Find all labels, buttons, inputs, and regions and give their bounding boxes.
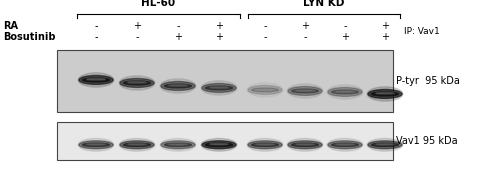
- Ellipse shape: [252, 143, 278, 147]
- Text: +: +: [301, 21, 309, 31]
- Text: IP: Vav1: IP: Vav1: [404, 27, 440, 36]
- Ellipse shape: [328, 141, 362, 149]
- Ellipse shape: [376, 92, 394, 94]
- Text: Bosutinib: Bosutinib: [3, 32, 56, 42]
- Ellipse shape: [168, 84, 188, 86]
- Ellipse shape: [372, 92, 398, 96]
- Text: +: +: [381, 32, 389, 42]
- Text: -: -: [176, 21, 180, 31]
- Ellipse shape: [202, 83, 236, 92]
- Ellipse shape: [78, 73, 114, 87]
- Text: -: -: [343, 21, 347, 31]
- Text: +: +: [381, 21, 389, 31]
- Ellipse shape: [168, 143, 188, 145]
- Text: -: -: [263, 32, 267, 42]
- Ellipse shape: [82, 78, 110, 82]
- Ellipse shape: [287, 84, 323, 98]
- Ellipse shape: [128, 143, 146, 145]
- Ellipse shape: [86, 78, 106, 80]
- Text: -: -: [135, 32, 139, 42]
- Text: HL-60: HL-60: [142, 0, 176, 8]
- Ellipse shape: [328, 87, 362, 96]
- Ellipse shape: [296, 89, 314, 91]
- Text: -: -: [94, 32, 98, 42]
- Ellipse shape: [161, 141, 195, 149]
- Ellipse shape: [332, 90, 358, 94]
- Ellipse shape: [372, 143, 398, 147]
- Ellipse shape: [368, 89, 402, 98]
- Ellipse shape: [336, 143, 354, 145]
- Ellipse shape: [287, 138, 323, 151]
- Ellipse shape: [336, 90, 354, 92]
- Text: +: +: [215, 32, 223, 42]
- Ellipse shape: [86, 143, 106, 145]
- Text: RA: RA: [3, 21, 18, 31]
- Ellipse shape: [124, 81, 150, 85]
- Ellipse shape: [332, 143, 358, 147]
- Ellipse shape: [201, 138, 237, 151]
- Ellipse shape: [367, 138, 403, 151]
- Ellipse shape: [288, 87, 322, 96]
- Ellipse shape: [256, 143, 274, 145]
- Ellipse shape: [82, 143, 110, 147]
- Ellipse shape: [210, 86, 229, 88]
- Ellipse shape: [206, 86, 233, 90]
- Ellipse shape: [248, 141, 282, 149]
- Ellipse shape: [296, 143, 314, 145]
- Ellipse shape: [120, 141, 154, 149]
- Text: +: +: [174, 32, 182, 42]
- Ellipse shape: [376, 143, 394, 145]
- Text: +: +: [215, 21, 223, 31]
- Ellipse shape: [202, 141, 236, 149]
- Ellipse shape: [119, 76, 155, 90]
- Ellipse shape: [161, 81, 195, 90]
- Ellipse shape: [160, 79, 196, 93]
- Ellipse shape: [120, 79, 154, 87]
- Ellipse shape: [128, 81, 146, 83]
- Ellipse shape: [201, 81, 237, 95]
- Ellipse shape: [119, 138, 155, 151]
- Ellipse shape: [327, 138, 363, 151]
- Text: LYN KD: LYN KD: [304, 0, 344, 8]
- Ellipse shape: [164, 84, 192, 88]
- Ellipse shape: [248, 86, 282, 95]
- Ellipse shape: [164, 143, 192, 147]
- Ellipse shape: [256, 88, 274, 90]
- Ellipse shape: [78, 138, 114, 151]
- Ellipse shape: [160, 138, 196, 151]
- Ellipse shape: [252, 88, 278, 92]
- Ellipse shape: [247, 138, 283, 151]
- Ellipse shape: [206, 143, 233, 147]
- Text: +: +: [341, 32, 349, 42]
- Ellipse shape: [367, 87, 403, 101]
- Text: -: -: [94, 21, 98, 31]
- Text: Vav1 95 kDa: Vav1 95 kDa: [396, 136, 458, 146]
- Ellipse shape: [327, 85, 363, 99]
- Ellipse shape: [368, 141, 402, 149]
- Ellipse shape: [288, 141, 322, 149]
- Ellipse shape: [292, 143, 318, 147]
- Text: -: -: [303, 32, 307, 42]
- Bar: [57, 122, 393, 160]
- Text: -: -: [263, 21, 267, 31]
- Ellipse shape: [79, 141, 113, 149]
- Ellipse shape: [292, 89, 318, 93]
- Text: +: +: [133, 21, 141, 31]
- Text: P-tyr  95 kDa: P-tyr 95 kDa: [396, 76, 460, 86]
- Ellipse shape: [124, 143, 150, 147]
- Ellipse shape: [79, 75, 113, 84]
- Bar: [57, 50, 393, 112]
- Ellipse shape: [210, 143, 229, 145]
